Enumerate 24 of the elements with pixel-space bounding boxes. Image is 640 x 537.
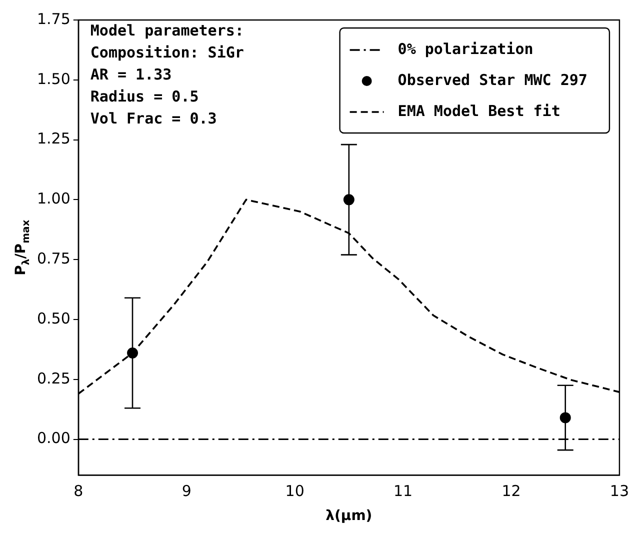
annotation: AR = 1.33 xyxy=(90,65,172,84)
y-tick-label: 1.75 xyxy=(36,10,70,28)
x-axis-title: λ(μm) xyxy=(326,508,372,524)
x-tick-label: 11 xyxy=(393,482,413,500)
x-tick-label: 12 xyxy=(502,482,521,500)
legend-label: EMA Model Best fit xyxy=(398,102,560,120)
y-tick-label: 0.75 xyxy=(36,249,70,268)
x-tick-label: 13 xyxy=(610,482,630,500)
x-tick-label: 10 xyxy=(285,482,304,500)
x-tick-label: 9 xyxy=(182,482,192,500)
y-tick-label: 0.50 xyxy=(36,309,70,328)
y-tick-label: 1.00 xyxy=(36,190,70,208)
legend-label: 0% polarization xyxy=(398,40,534,58)
y-tick-label: 0.25 xyxy=(36,369,70,388)
annotation: Vol Frac = 0.3 xyxy=(90,109,217,128)
annotation: Composition: SiGr xyxy=(90,43,244,62)
y-axis-title: Pλ/Pmax xyxy=(13,219,32,276)
y-tick-label: 1.50 xyxy=(36,70,70,88)
legend-label: Observed Star MWC 297 xyxy=(398,70,588,89)
x-tick-label: 8 xyxy=(74,482,84,500)
y-tick-label: 0.00 xyxy=(36,429,70,448)
annotation: Model parameters: xyxy=(90,21,244,40)
annotation: Radius = 0.5 xyxy=(90,87,199,106)
y-tick-label: 1.25 xyxy=(36,130,70,148)
